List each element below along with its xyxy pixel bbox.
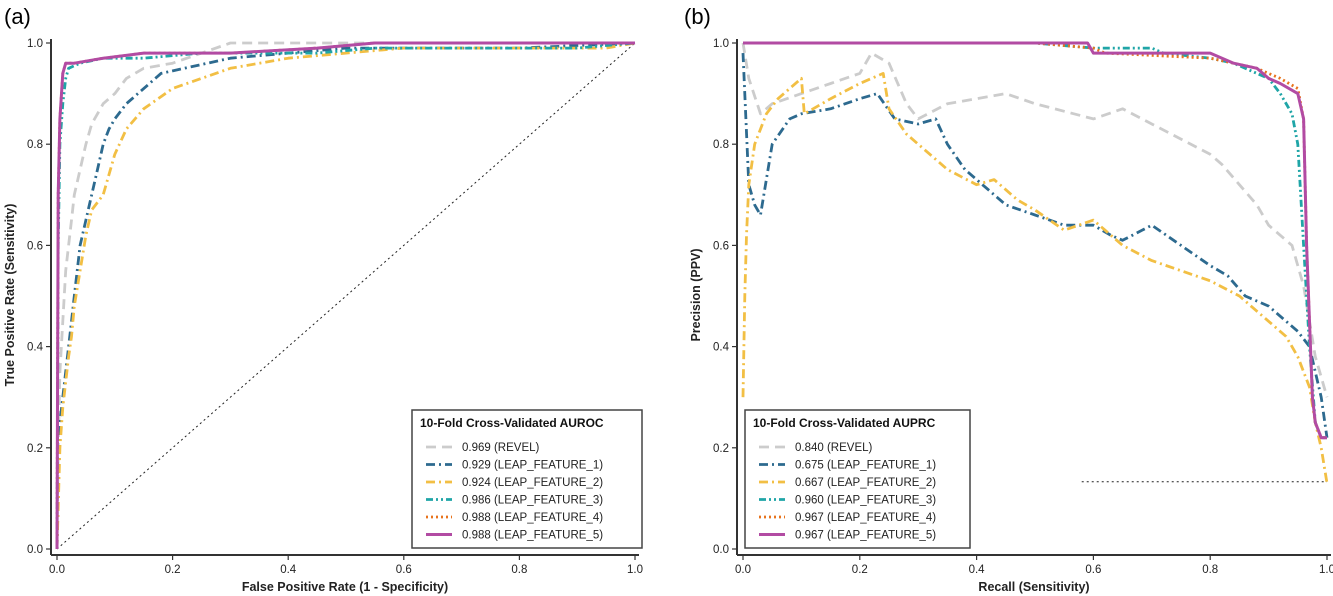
legend-title-a: 10-Fold Cross-Validated AUROC <box>420 416 604 430</box>
panel-label-b: (b) <box>684 4 711 29</box>
legend-entry-b-1: 0.675 (LEAP_FEATURE_1) <box>795 460 936 472</box>
legend-entry-a-4: 0.988 (LEAP_FEATURE_4) <box>462 512 603 524</box>
y-axis-title-a: True Positive Rate (Sensitivity) <box>3 204 17 387</box>
legend-a: 10-Fold Cross-Validated AUROC 0.969 (REV… <box>411 409 643 549</box>
y-axis-title-b: Precision (PPV) <box>689 248 703 341</box>
series-line-a-1 <box>55 41 636 550</box>
legend-b: 10-Fold Cross-Validated AUPRC 0.840 (REV… <box>744 409 971 549</box>
y-tick-label-a: 0.6 <box>27 240 43 252</box>
legend-box-b <box>744 409 971 549</box>
series-line-b-2 <box>741 72 1329 484</box>
y-tick-label-b: 0.4 <box>713 342 730 354</box>
panel-label-a: (a) <box>4 4 31 29</box>
chart-panel-b: (b) 0.0 0.2 0.4 0.6 0.8 1.0 0.0 0.2 0.4 0.6 0.8 1.0… <box>684 4 1333 594</box>
x-tick-label-a: 0.6 <box>396 564 412 576</box>
legend-entry-a-2: 0.924 (LEAP_FEATURE_2) <box>462 477 603 489</box>
x-tick-label-a: 0.2 <box>165 564 181 576</box>
x-tick-label-b: 0.8 <box>1202 564 1218 576</box>
legend-entry-b-3: 0.960 (LEAP_FEATURE_3) <box>795 495 936 507</box>
x-tick-label-a: 0.0 <box>49 564 65 576</box>
legend-entry-b-2: 0.667 (LEAP_FEATURE_2) <box>795 477 936 489</box>
plot-area-a: 0.0 0.2 0.4 0.6 0.8 1.0 0.0 0.2 0.4 0.6 0.8 1.0 <box>27 38 643 576</box>
legend-entry-a-1: 0.929 (LEAP_FEATURE_1) <box>462 460 603 472</box>
x-tick-label-b: 0.0 <box>735 564 751 576</box>
x-tick-label-a: 1.0 <box>627 564 643 576</box>
x-tick-label-b: 0.6 <box>1085 564 1101 576</box>
x-axis-title-b: Recall (Sensitivity) <box>978 580 1089 594</box>
y-tick-label-a: 0.2 <box>27 443 43 455</box>
series-line-b-0 <box>741 42 1329 398</box>
y-tick-label-b: 0.0 <box>713 544 729 556</box>
y-tick-label-b: 0.2 <box>713 443 729 455</box>
legend-entry-a-3: 0.986 (LEAP_FEATURE_3) <box>462 495 603 507</box>
x-tick-label-a: 0.8 <box>511 564 527 576</box>
y-tick-label-a: 1.0 <box>27 38 43 50</box>
legend-entry-b-5: 0.967 (LEAP_FEATURE_5) <box>795 530 936 542</box>
y-tick-label-b: 0.8 <box>713 139 729 151</box>
series-line-a-2 <box>55 41 636 550</box>
series-line-a-5 <box>55 41 635 550</box>
chart-panel-a: (a) 0.0 0.2 0.4 0.6 0.8 1.0 0.0 0.2 0.4 0.6 0.8 1.0… <box>3 4 643 594</box>
x-tick-label-a: 0.4 <box>280 564 297 576</box>
series-line-b-4 <box>743 41 1327 440</box>
reference-line-a <box>56 42 636 550</box>
legend-entry-a-0: 0.969 (REVEL) <box>462 442 540 454</box>
legend-entry-a-5: 0.988 (LEAP_FEATURE_5) <box>462 530 603 542</box>
y-tick-label-a: 0.8 <box>27 139 43 151</box>
series-line-b-5 <box>743 41 1327 440</box>
legend-box-a <box>411 409 643 549</box>
y-tick-label-a: 0.4 <box>27 342 44 354</box>
legend-title-b: 10-Fold Cross-Validated AUPRC <box>753 416 936 430</box>
y-tick-label-b: 1.0 <box>713 38 729 50</box>
y-tick-label-a: 0.0 <box>27 544 43 556</box>
x-tick-label-b: 0.4 <box>969 564 986 576</box>
x-tick-label-b: 0.2 <box>852 564 868 576</box>
legend-entry-b-4: 0.967 (LEAP_FEATURE_4) <box>795 512 936 524</box>
x-tick-label-b: 1.0 <box>1319 564 1333 576</box>
y-tick-label-b: 0.6 <box>713 240 729 252</box>
series-line-a-0 <box>55 41 635 550</box>
legend-entry-b-0: 0.840 (REVEL) <box>795 442 873 454</box>
series-line-a-3 <box>55 41 636 550</box>
plot-area-b: 0.0 0.2 0.4 0.6 0.8 1.0 0.0 0.2 0.4 0.6 0.8 1.0 <box>713 38 1333 576</box>
x-axis-title-a: False Positive Rate (1 - Specificity) <box>242 580 448 594</box>
